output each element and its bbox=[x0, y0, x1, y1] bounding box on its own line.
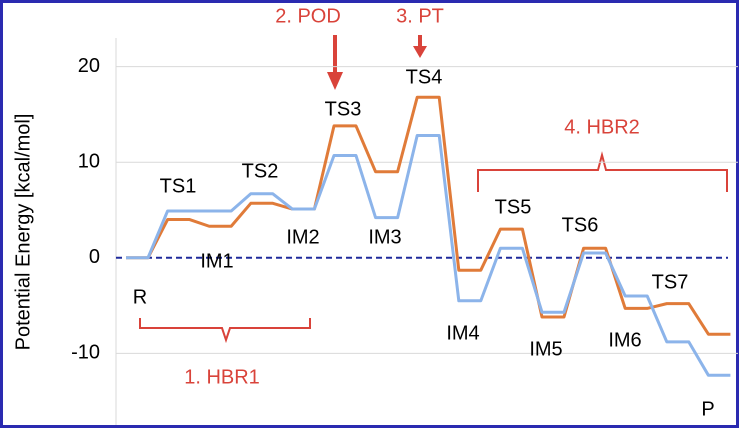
state-label: IM3 bbox=[368, 226, 401, 248]
state-label: IM5 bbox=[529, 338, 562, 360]
hbr1-bracket bbox=[139, 318, 311, 344]
hbr2-bracket bbox=[477, 151, 728, 192]
y-tick-label: 20 bbox=[78, 55, 100, 77]
y-axis-label: Potential Energy [kcal/mol] bbox=[12, 114, 34, 351]
state-label: IM1 bbox=[200, 250, 233, 272]
profile-line bbox=[126, 95, 731, 336]
state-label: R bbox=[133, 286, 147, 308]
y-tick-label: 10 bbox=[78, 151, 100, 173]
state-label: IM6 bbox=[608, 329, 641, 351]
state-label: IM4 bbox=[446, 322, 479, 344]
state-label: TS5 bbox=[495, 196, 532, 218]
y-tick-label: -10 bbox=[71, 342, 100, 364]
pod-arrowhead bbox=[327, 72, 343, 90]
pt-arrowhead bbox=[413, 46, 427, 58]
state-label: TS2 bbox=[242, 160, 279, 182]
annotation: 1. HBR1 bbox=[184, 366, 260, 388]
state-label: TS3 bbox=[325, 98, 362, 120]
state-label: TS6 bbox=[562, 214, 599, 236]
annotation: 3. PT bbox=[396, 5, 444, 27]
state-label: TS4 bbox=[406, 66, 443, 88]
state-label: P bbox=[701, 398, 714, 420]
annotation: 2. POD bbox=[275, 5, 341, 27]
annotation: 4. HBR2 bbox=[564, 116, 640, 138]
profile-line bbox=[126, 133, 731, 377]
y-tick-label: 0 bbox=[89, 246, 100, 268]
state-label: TS1 bbox=[160, 175, 197, 197]
state-label: IM2 bbox=[286, 226, 319, 248]
state-label: TS7 bbox=[652, 271, 689, 293]
